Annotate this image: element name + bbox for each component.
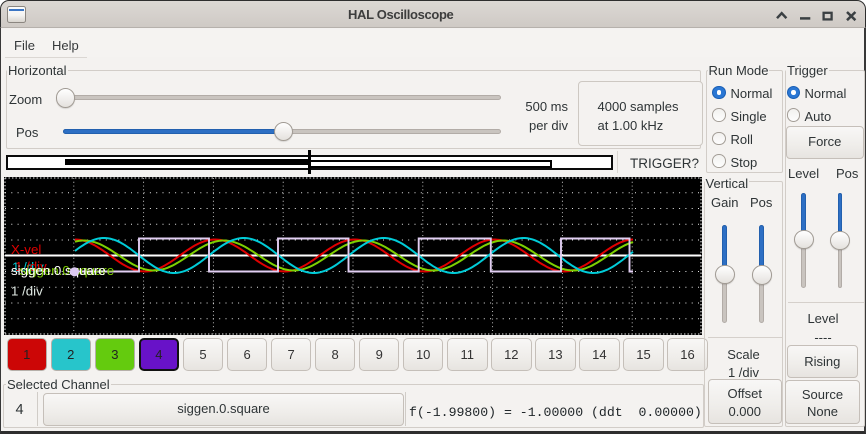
svg-text:siggen.0.square: siggen.0.square bbox=[11, 263, 106, 278]
svg-text:1 /div: 1 /div bbox=[15, 259, 47, 274]
svg-text:siggen.0.square: siggen.0.square bbox=[20, 263, 115, 278]
svg-text:1 /div: 1 /div bbox=[12, 260, 44, 275]
svg-text:X-vel: X-vel bbox=[11, 242, 41, 257]
svg-text:1 /div: 1 /div bbox=[11, 284, 43, 299]
